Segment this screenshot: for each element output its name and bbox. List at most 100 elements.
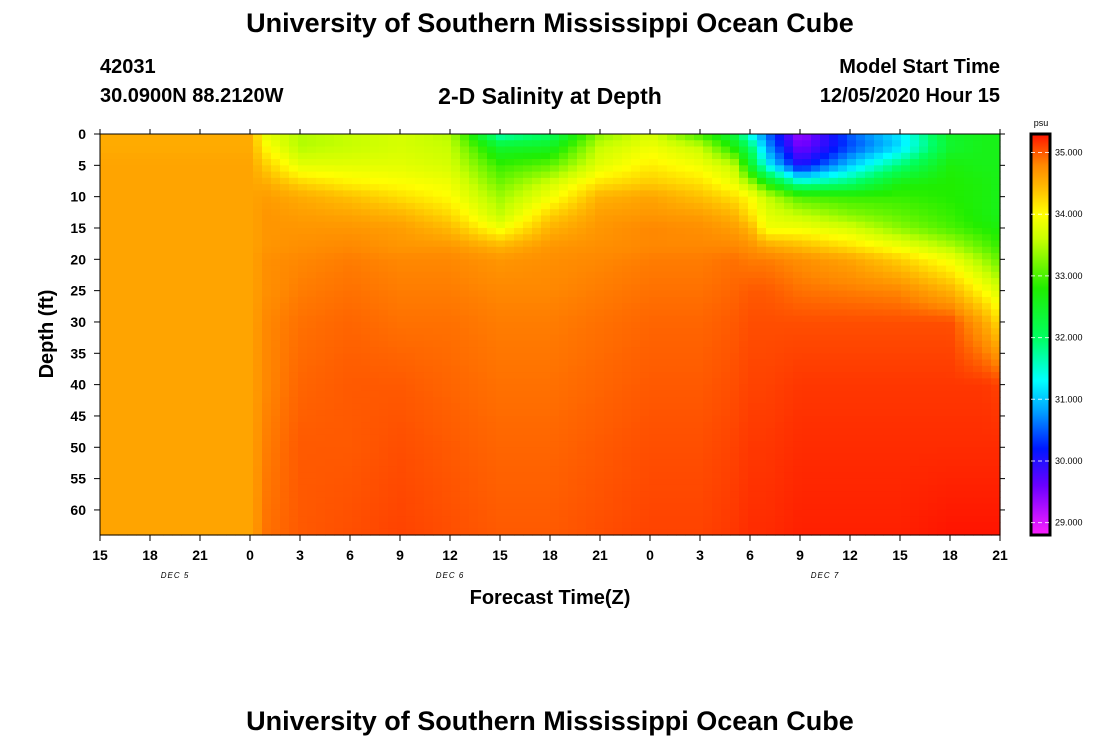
heatmap-cell	[181, 196, 191, 204]
heatmap-cell	[442, 303, 452, 311]
heatmap-cell	[379, 265, 389, 273]
heatmap-cell	[685, 253, 695, 260]
heatmap-cell	[730, 347, 740, 354]
heatmap-cell	[469, 221, 479, 229]
heatmap-cell	[550, 196, 560, 204]
heatmap-cell	[991, 365, 1001, 373]
heatmap-cell	[442, 221, 452, 229]
heatmap-cell	[586, 165, 596, 173]
heatmap-cell	[289, 441, 299, 448]
heatmap-cell	[766, 215, 776, 223]
heatmap-cell	[649, 434, 659, 442]
heatmap-cell	[163, 384, 173, 392]
heatmap-cell	[523, 378, 533, 386]
heatmap-cell	[982, 403, 992, 411]
heatmap-cell	[163, 221, 173, 229]
heatmap-cell	[928, 184, 938, 191]
heatmap-cell	[397, 246, 407, 254]
heatmap-cell	[973, 246, 983, 254]
heatmap-cell	[919, 159, 929, 166]
heatmap-cell	[883, 321, 893, 329]
heatmap-cell	[964, 227, 974, 235]
heatmap-cell	[820, 234, 830, 242]
heatmap-cell	[577, 328, 587, 336]
heatmap-cell	[721, 309, 731, 317]
heatmap-cell	[793, 428, 803, 436]
heatmap-cell	[343, 328, 353, 336]
heatmap-cell	[100, 152, 110, 160]
heatmap-cell	[469, 441, 479, 448]
heatmap-cell	[982, 428, 992, 436]
heatmap-cell	[514, 234, 524, 242]
heatmap-cell	[352, 171, 362, 179]
heatmap-cell	[316, 196, 326, 204]
heatmap-cell	[523, 321, 533, 329]
heatmap-cell	[946, 415, 956, 423]
heatmap-cell	[874, 234, 884, 242]
heatmap-cell	[757, 315, 767, 323]
heatmap-cell	[730, 146, 740, 154]
heatmap-cell	[451, 171, 461, 179]
heatmap-cell	[919, 146, 929, 154]
heatmap-cell	[631, 159, 641, 166]
heatmap-cell	[460, 152, 470, 160]
heatmap-cell	[397, 196, 407, 204]
heatmap-cell	[235, 140, 245, 148]
heatmap-cell	[199, 134, 209, 141]
heatmap-cell	[550, 240, 560, 248]
heatmap-cell	[208, 202, 218, 210]
heatmap-cell	[640, 378, 650, 386]
heatmap-cell	[469, 409, 479, 417]
heatmap-cell	[739, 259, 749, 267]
heatmap-cell	[226, 234, 236, 242]
heatmap-cell	[379, 196, 389, 204]
heatmap-cell	[802, 403, 812, 411]
heatmap-cell	[424, 359, 434, 367]
heatmap-cell	[847, 340, 857, 348]
heatmap-cell	[100, 140, 110, 148]
heatmap-cell	[685, 290, 695, 298]
heatmap-cell	[775, 321, 785, 329]
heatmap-cell	[775, 284, 785, 292]
heatmap-cell	[910, 278, 920, 285]
heatmap-cell	[235, 409, 245, 417]
heatmap-cell	[352, 152, 362, 160]
heatmap-cell	[460, 290, 470, 298]
heatmap-cell	[622, 428, 632, 436]
heatmap-cell	[487, 227, 497, 235]
heatmap-cell	[991, 390, 1001, 398]
heatmap-cell	[937, 284, 947, 292]
heatmap-cell	[874, 134, 884, 141]
heatmap-cell	[343, 140, 353, 148]
heatmap-cell	[523, 334, 533, 342]
heatmap-cell	[154, 240, 164, 248]
heatmap-cell	[928, 190, 938, 198]
heatmap-cell	[613, 309, 623, 317]
heatmap-cell	[379, 159, 389, 166]
heatmap-cell	[361, 353, 371, 361]
heatmap-cell	[208, 384, 218, 392]
heatmap-cell	[496, 265, 506, 273]
heatmap-cell	[964, 359, 974, 367]
heatmap-cell	[919, 334, 929, 342]
heatmap-cell	[856, 184, 866, 191]
heatmap-cell	[964, 265, 974, 273]
heatmap-cell	[676, 365, 686, 373]
heatmap-cell	[811, 397, 821, 405]
heatmap-cell	[685, 184, 695, 191]
heatmap-cell	[280, 340, 290, 348]
heatmap-cell	[847, 159, 857, 166]
heatmap-cell	[505, 134, 515, 141]
heatmap-cell	[478, 271, 488, 279]
heatmap-cell	[793, 146, 803, 154]
heatmap-cell	[370, 253, 380, 260]
heatmap-cell	[172, 284, 182, 292]
heatmap-cell	[919, 309, 929, 317]
heatmap-cell	[739, 347, 749, 354]
heatmap-cell	[595, 290, 605, 298]
heatmap-cell	[784, 240, 794, 248]
heatmap-cell	[793, 159, 803, 166]
heatmap-cell	[253, 184, 263, 191]
heatmap-cell	[109, 378, 119, 386]
heatmap-cell	[856, 196, 866, 204]
